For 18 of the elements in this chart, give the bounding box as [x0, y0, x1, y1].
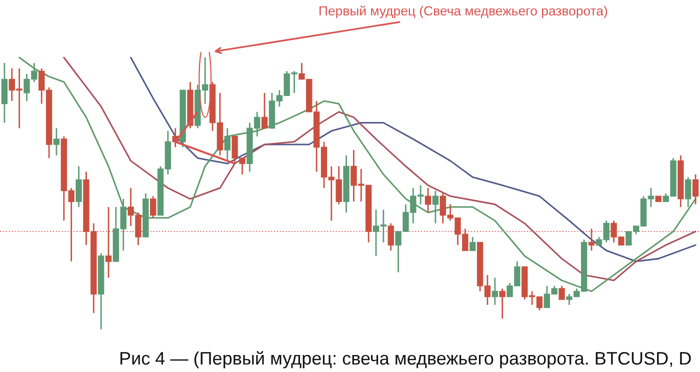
candlestick — [53, 128, 60, 156]
text: Первый мудрец (Свеча медвежьего разворота) — [320, 6, 608, 18]
candlestick — [224, 128, 230, 162]
candlestick — [492, 277, 498, 306]
text: Рис 4 — (Первый мудрец: свеча медвежьего разворота. BTCUSD, D — [120, 351, 691, 368]
candlestick — [470, 236, 476, 252]
candlestick — [692, 174, 699, 206]
candlestick — [261, 92, 268, 129]
candlestick — [150, 195, 156, 219]
candlestick — [685, 176, 692, 208]
candlestick — [105, 206, 112, 278]
candlestick — [388, 222, 394, 252]
candlestick — [432, 190, 439, 224]
candlestick — [424, 187, 432, 214]
candlestick — [499, 288, 506, 320]
candlestick — [558, 285, 565, 300]
candlestick — [76, 166, 82, 208]
candlestick — [588, 228, 595, 252]
